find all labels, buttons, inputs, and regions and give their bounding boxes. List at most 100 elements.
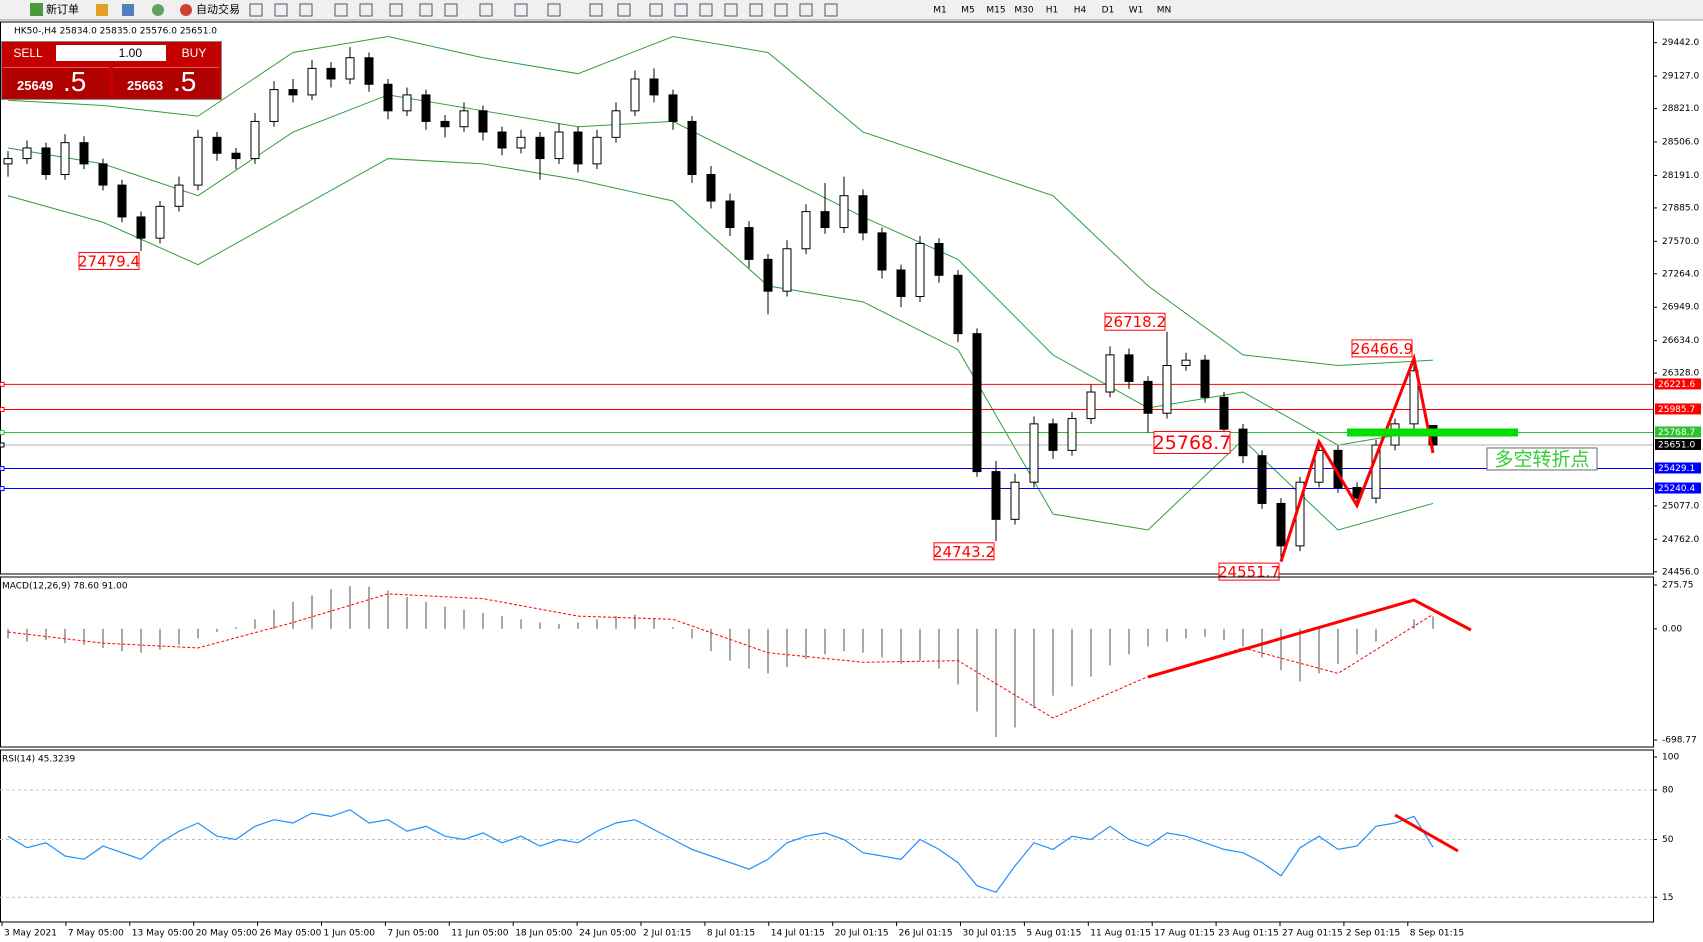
toolbar-icon[interactable] — [674, 3, 688, 17]
x-tick-label: 2 Jul 01:15 — [643, 929, 691, 939]
panel-title: RSI(14) 45.3239 — [2, 755, 75, 765]
timeframe-button[interactable]: H4 — [1074, 6, 1087, 16]
y-tick-label: 27885.0 — [1662, 203, 1699, 213]
candle-body — [269, 89, 279, 122]
toolbar-icon[interactable] — [724, 3, 738, 17]
timeframe-button[interactable]: M5 — [961, 6, 975, 16]
y-tick-label: 27264.0 — [1662, 269, 1699, 279]
candle-body — [288, 89, 298, 96]
candle-body — [326, 67, 336, 80]
bollinger-upper — [7, 36, 1434, 366]
level-label-box — [1655, 438, 1701, 450]
price-annotation-box — [1351, 339, 1413, 358]
toolbar-icon[interactable] — [389, 3, 403, 17]
new-order-icon[interactable] — [30, 3, 43, 16]
toolbar-icon[interactable] — [122, 4, 134, 16]
candle-body — [1238, 428, 1248, 457]
x-tick-label: 26 May 05:00 — [260, 929, 322, 939]
x-tick-label: 20 Jul 01:15 — [835, 929, 889, 939]
auto-trading[interactable]: 自动交易 — [196, 2, 240, 16]
auto-trading-icon[interactable] — [180, 4, 192, 16]
candle-body — [41, 147, 51, 175]
timeframe-button[interactable]: H1 — [1046, 6, 1059, 16]
level-label: 25768.7 — [1658, 428, 1695, 438]
timeframe-button[interactable]: M15 — [986, 6, 1005, 16]
sell-button[interactable]: SELL — [13, 46, 43, 60]
candle-body — [174, 184, 184, 207]
buy-button[interactable]: BUY — [181, 46, 207, 60]
candle-body — [896, 269, 906, 298]
toolbar-icon[interactable] — [299, 3, 313, 17]
level-label: 25985.7 — [1658, 405, 1695, 415]
bid-quote[interactable]: 25649 .5 — [3, 66, 109, 98]
x-tick-label: 26 Jul 01:15 — [899, 929, 953, 939]
trade-panel: SELL 1.00 BUY 25649 .5 25663 .5 — [1, 41, 222, 100]
candle-body — [364, 57, 374, 85]
toolbar-icon[interactable] — [774, 3, 788, 17]
candle-body — [402, 94, 412, 112]
level-marker — [0, 486, 5, 492]
candle-body — [782, 248, 792, 292]
x-tick-label: 2 Sep 01:15 — [1346, 929, 1400, 939]
candle-body — [1219, 396, 1229, 430]
timeframe-button[interactable]: M30 — [1014, 6, 1033, 16]
candle-body — [1181, 359, 1191, 366]
toolbar-icon[interactable] — [359, 3, 373, 17]
candle-body — [611, 110, 621, 138]
candle-body — [744, 227, 754, 260]
toolbar-icon[interactable] — [824, 3, 838, 17]
candle-body — [668, 94, 678, 122]
toolbar-icon[interactable] — [96, 4, 108, 16]
timeframe-button[interactable]: D1 — [1102, 6, 1115, 16]
volume-input[interactable]: 1.00 — [56, 45, 166, 61]
toolbar-icon[interactable] — [799, 3, 813, 17]
toolbar-icon[interactable] — [589, 3, 603, 17]
candle-body — [839, 195, 849, 229]
toolbar-icon[interactable] — [419, 3, 433, 17]
y-tick-label: 0.00 — [1662, 624, 1682, 634]
candle-body — [250, 120, 260, 160]
candle-body — [1010, 481, 1020, 520]
timeframe-button[interactable]: MN — [1157, 6, 1172, 16]
candle-body — [1143, 380, 1153, 414]
toolbar-icon[interactable] — [749, 3, 763, 17]
y-tick-label: 28506.0 — [1662, 138, 1699, 148]
level-marker — [0, 442, 5, 448]
candle-body — [630, 78, 640, 112]
y-tick-label: 29442.0 — [1662, 38, 1699, 48]
toolbar-icon[interactable] — [479, 3, 493, 17]
timeframe-button[interactable]: M1 — [933, 6, 947, 16]
toolbar-icon[interactable] — [444, 3, 458, 17]
level-label: 25429.1 — [1658, 464, 1695, 474]
toolbar-icon[interactable] — [334, 3, 348, 17]
y-tick-label: 25077.0 — [1662, 501, 1699, 511]
x-tick-label: 13 May 05:00 — [132, 929, 194, 939]
candle-body — [421, 94, 431, 122]
toolbar-icon[interactable] — [649, 3, 663, 17]
x-tick-label: 1 Jun 05:00 — [324, 929, 376, 939]
toolbar-icon[interactable] — [274, 3, 288, 17]
level-label-box — [1655, 426, 1701, 438]
toolbar-icon[interactable] — [547, 3, 561, 17]
bollinger-lower — [7, 158, 1434, 531]
candle-body — [1086, 391, 1096, 420]
x-tick-label: 14 Jul 01:15 — [771, 929, 825, 939]
y-tick-label: 29127.0 — [1662, 72, 1699, 82]
candle-body — [953, 274, 963, 335]
toolbar-icon[interactable] — [699, 3, 713, 17]
new-order[interactable]: 新订单 — [46, 2, 79, 16]
toolbar-icon[interactable] — [514, 3, 528, 17]
candle-body — [1048, 423, 1058, 451]
toolbar-icon[interactable] — [249, 3, 263, 17]
toolbar-icon[interactable] — [617, 3, 631, 17]
candle-body — [3, 158, 13, 165]
ask-quote[interactable]: 25663 .5 — [113, 66, 219, 98]
candle-body — [991, 471, 1001, 520]
timeframe-button[interactable]: W1 — [1129, 6, 1144, 16]
toolbar-icon[interactable] — [152, 4, 164, 16]
price-annotation: 27479.4 — [78, 252, 140, 270]
level-marker — [0, 466, 5, 472]
x-tick-label: 11 Aug 01:15 — [1090, 929, 1151, 939]
pivot-note-box — [1486, 447, 1598, 471]
